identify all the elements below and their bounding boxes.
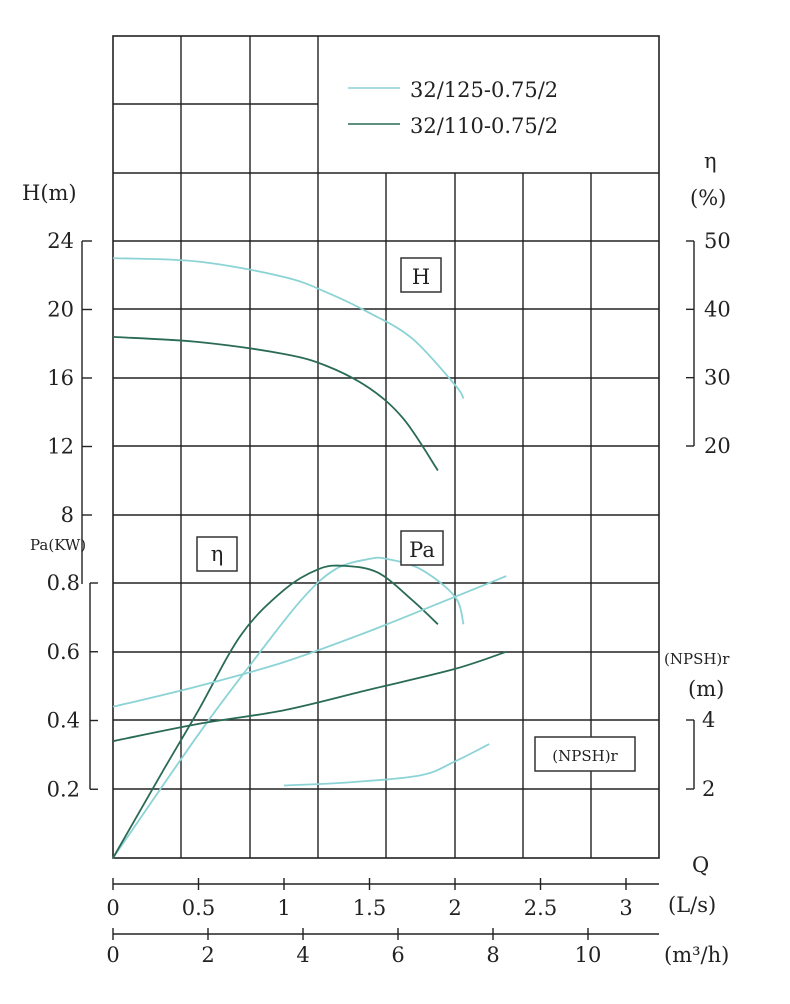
efficiency-axis-label-unit: (%) [690,186,726,210]
efficiency-tick-label-0: 20 [704,434,731,458]
flow-ls-axis-label: (L/s) [668,893,716,917]
power-axis-label: Pa(KW) [30,536,86,554]
efficiency-tick-label-3: 50 [704,229,731,253]
flow-m3h-tick-label-4: 8 [486,943,499,967]
flow-m3h-tick-label-3: 6 [391,943,404,967]
curve-npsh-6 [283,743,490,787]
power-tick-label-0: 0.2 [47,777,80,801]
legend-label-32-110: 32/110-0.75/2 [410,114,558,138]
efficiency-curve-label-box [196,536,238,572]
npsh-tick-label-1: 4 [702,708,715,732]
efficiency-curve-label: η [211,542,224,566]
efficiency-axis-label-symbol: η [704,149,717,173]
efficiency-tick-label-2: 40 [704,297,731,321]
head-tick-label-0: 8 [61,503,74,527]
flow-m3h-tick-label-0: 0 [106,943,119,967]
legend-label-32-125: 32/125-0.75/2 [410,78,558,102]
curve-head-0 [112,257,465,399]
flow-ls-tick-label-1: 0.5 [182,896,215,920]
npsh-axis-label-unit: (m) [688,677,724,701]
head-tick-label-2: 16 [47,366,74,390]
npsh-curve-label: (NPSH)r [552,747,618,765]
npsh-tick-label-0: 2 [702,777,715,801]
power-tick-label-3: 0.8 [47,571,80,595]
curve-annotations: H η Pa (NPSH)r [196,257,636,772]
power-curve-label: Pa [409,538,435,562]
power-tick-label-1: 0.4 [47,709,80,733]
flow-ls-tick-label-6: 3 [619,896,632,920]
grid [112,35,660,859]
head-tick-label-1: 12 [47,435,74,459]
power-tick-label-2: 0.6 [47,640,80,664]
flow-axis-q-label: Q [692,853,709,877]
flow-ls-tick-label-2: 1 [277,896,290,920]
head-curve-label: H [412,265,430,289]
efficiency-tick-label-1: 30 [704,366,731,390]
curve-head-1 [112,336,439,471]
head-tick-label-4: 24 [47,229,74,253]
flow-ls-tick-label-5: 2.5 [524,896,557,920]
npsh-curve-label-box [534,736,636,772]
curves [112,257,507,859]
axes: H(m) η (%) Pa(KW) (NPSH)r (m) Q (L/s) (m… [22,149,731,967]
flow-ls-tick-label-0: 0 [106,896,119,920]
flow-m3h-tick-label-1: 2 [201,943,214,967]
curve-efficiency-2 [112,556,465,859]
legend: 32/125-0.75/2 32/110-0.75/2 [348,78,558,138]
curve-power-5 [112,650,507,742]
flow-ls-tick-label-3: 1.5 [353,896,386,920]
flow-m3h-tick-label-2: 4 [296,943,309,967]
flow-m3h-axis-label: (m³/h) [664,943,729,967]
head-axis-label: H(m) [22,181,77,205]
flow-ls-tick-label-4: 2 [448,896,461,920]
flow-m3h-tick-label-5: 10 [575,943,602,967]
curve-efficiency-3 [112,564,439,859]
npsh-axis-label-name: (NPSH)r [664,650,730,668]
head-curve-label-box [400,257,442,293]
power-curve-label-box [400,530,444,566]
curve-power-4 [112,575,507,708]
head-tick-label-3: 20 [47,298,74,322]
